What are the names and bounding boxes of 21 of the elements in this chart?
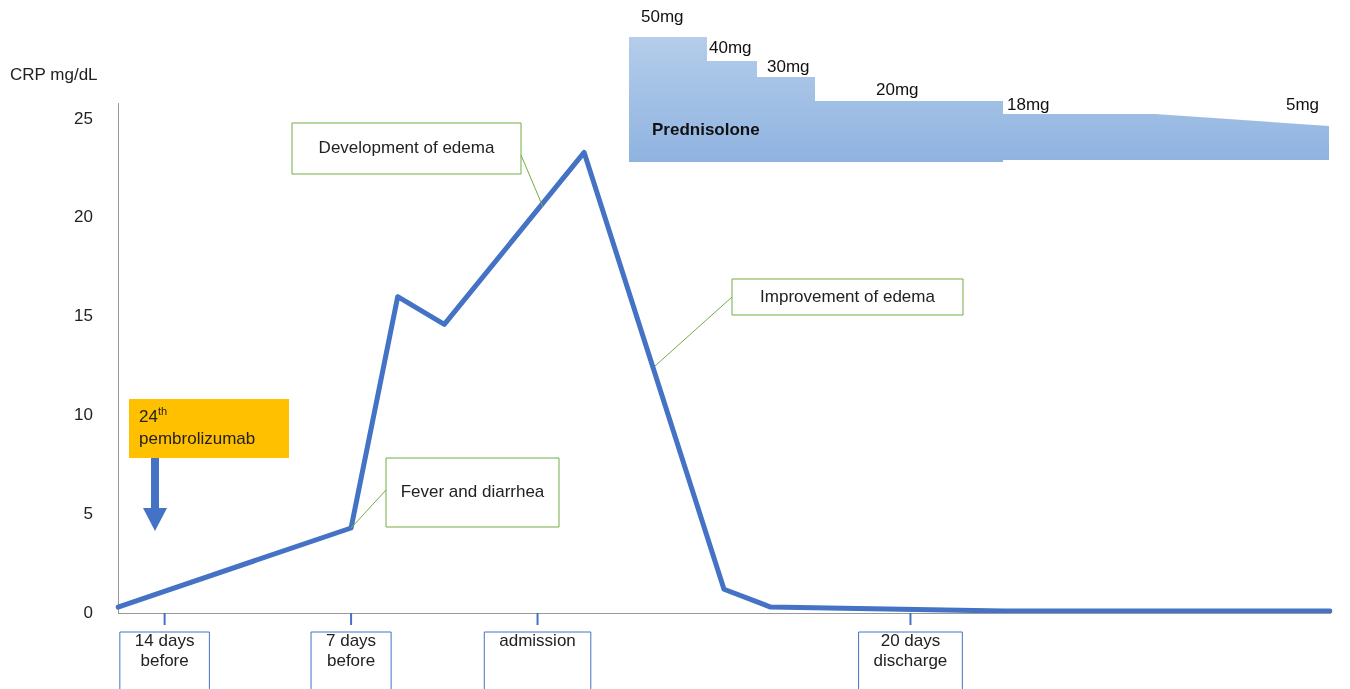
x-tick-label: 14 days before xyxy=(134,630,195,671)
y-tick-label: 25 xyxy=(74,108,93,128)
annotation: 5mg xyxy=(1286,95,1320,115)
y-tick-label: 5 xyxy=(83,503,93,523)
x-tick-label: 20 days discharge xyxy=(873,630,948,671)
text: 40mg xyxy=(709,38,752,58)
text: 20mg xyxy=(876,80,919,100)
annotation: Development of edema xyxy=(318,138,495,158)
x-tick-label: 7 days before xyxy=(326,630,377,671)
x-tick-label: admission xyxy=(499,630,576,650)
annotation: Fever and diarrhea xyxy=(400,482,545,502)
annotation: Improvement of edema xyxy=(760,286,936,306)
y-tick-label: 20 xyxy=(74,207,93,227)
text: 30mg xyxy=(767,57,810,77)
y-tick-label: 15 xyxy=(74,306,93,326)
y-axis-title: CRP mg/dL xyxy=(10,64,98,84)
annotation: 18mg xyxy=(1007,95,1050,115)
y-tick-label: 10 xyxy=(74,405,93,425)
text: 50mg xyxy=(641,7,684,27)
y-tick-label: 0 xyxy=(83,602,93,622)
annotation: Prednisolone xyxy=(652,120,760,140)
